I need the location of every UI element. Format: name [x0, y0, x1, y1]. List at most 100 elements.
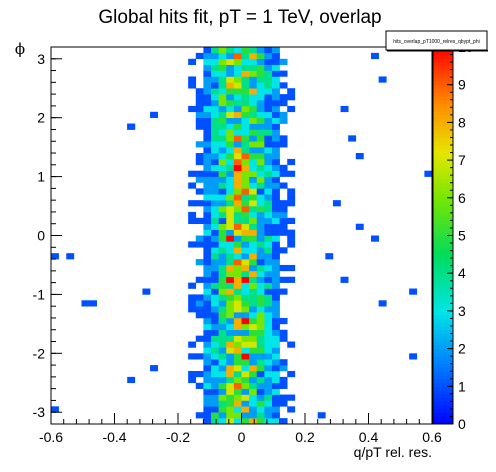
heatmap-bin: [271, 264, 280, 272]
heatmap-bin: [195, 52, 204, 60]
heatmap-bin: [218, 282, 227, 289]
heatmap-bin: [241, 406, 250, 413]
heatmap-bin: [203, 359, 212, 366]
heatmap-bin: [256, 365, 265, 372]
heatmap-bin: [256, 294, 265, 301]
heatmap-bin: [233, 211, 242, 219]
heatmap-bin: [256, 359, 265, 366]
colorbar-tick-label: 0: [458, 416, 466, 432]
heatmap-bin: [226, 347, 235, 354]
heatmap-bin: [203, 94, 212, 101]
heatmap-bin: [203, 129, 212, 136]
heatmap-bin: [271, 347, 280, 354]
heatmap-bin: [203, 188, 212, 195]
heatmap-bin: [203, 418, 212, 425]
heatmap-bin: [211, 88, 219, 95]
colorbar-tick-label: 6: [458, 190, 466, 206]
heatmap-bin: [256, 247, 265, 254]
heatmap-bin: [211, 347, 219, 354]
heatmap-bin: [203, 123, 212, 130]
heatmap-bin: [264, 117, 273, 124]
heatmap-bin: [249, 147, 258, 154]
heatmap-bin: [256, 176, 265, 183]
heatmap-bin: [218, 170, 227, 177]
heatmap-bin: [264, 335, 273, 342]
heatmap-bin: [256, 188, 265, 195]
y-tick-label: 2: [37, 110, 45, 126]
heatmap-bin: [195, 105, 204, 113]
heatmap-bin: [195, 188, 204, 195]
heatmap-bin: [233, 164, 242, 171]
heatmap-bin: [287, 241, 296, 248]
heatmap-bin: [211, 247, 219, 254]
heatmap-bin: [271, 129, 280, 136]
heatmap-bin: [218, 200, 227, 207]
heatmap-bin: [218, 105, 227, 113]
heatmap-bin: [279, 58, 288, 65]
heatmap-outlier-bin: [340, 276, 349, 283]
heatmap-bin: [279, 217, 288, 225]
x-tick-label: 0.2: [295, 429, 315, 445]
heatmap-bin: [226, 52, 235, 60]
heatmap-bin: [264, 282, 273, 289]
heatmap-bin: [218, 259, 227, 266]
heatmap-bin: [249, 194, 258, 201]
heatmap-bin: [249, 188, 258, 195]
heatmap-bin: [279, 264, 288, 272]
heatmap-bin: [249, 359, 258, 366]
heatmap-bin: [279, 329, 288, 336]
heatmap-bin: [271, 359, 280, 366]
heatmap-bin: [256, 211, 265, 219]
heatmap-bin: [233, 400, 242, 407]
heatmap-bin: [226, 129, 235, 136]
heatmap-bin: [256, 135, 265, 142]
heatmap-bin: [271, 282, 280, 289]
heatmap-bin: [211, 264, 219, 272]
heatmap-bin: [233, 188, 242, 195]
heatmap-bin: [211, 100, 219, 107]
heatmap-bin: [264, 317, 273, 325]
heatmap-bin: [264, 329, 273, 336]
heatmap-bin: [203, 288, 212, 295]
heatmap-bin: [241, 282, 250, 289]
heatmap-bin: [264, 359, 273, 366]
heatmap-bin: [203, 412, 212, 419]
heatmap-bin: [256, 194, 265, 201]
heatmap-bin: [233, 353, 242, 360]
heatmap-bin: [271, 288, 280, 295]
heatmap-bin: [271, 335, 280, 342]
heatmap-bin: [188, 211, 197, 219]
heatmap-bin: [195, 158, 204, 166]
heatmap-bin: [241, 300, 250, 307]
heatmap-bin: [226, 176, 235, 183]
heatmap-bin: [218, 206, 227, 213]
heatmap-bin: [233, 317, 242, 325]
heatmap-bin: [233, 58, 242, 65]
heatmap-bin: [264, 58, 273, 65]
heatmap-bin: [233, 194, 242, 201]
heatmap-bin: [188, 217, 197, 225]
heatmap-bin: [256, 329, 265, 336]
x-tick-label: -0.6: [39, 429, 63, 445]
heatmap-bin: [233, 312, 242, 319]
heatmap-bin: [256, 200, 265, 207]
heatmap-bin: [218, 58, 227, 65]
heatmap-bin: [256, 117, 265, 124]
heatmap-bin: [211, 300, 219, 307]
heatmap-bin: [188, 300, 197, 307]
heatmap-bin: [256, 317, 265, 325]
heatmap-bin: [264, 111, 273, 118]
heatmap-bin: [271, 182, 280, 189]
heatmap-bin: [218, 153, 227, 160]
heatmap-bin: [279, 382, 288, 389]
heatmap-bin: [271, 88, 280, 95]
heatmap-bin: [249, 335, 258, 342]
heatmap-bin: [226, 353, 235, 360]
heatmap-bin: [264, 47, 273, 54]
heatmap-bin: [249, 300, 258, 307]
colorbar-tick-label: 2: [458, 341, 466, 357]
x-tick-label: 0.4: [359, 429, 379, 445]
heatmap-bin: [241, 153, 250, 160]
heatmap-bin: [264, 382, 273, 389]
heatmap-bin: [287, 276, 296, 283]
